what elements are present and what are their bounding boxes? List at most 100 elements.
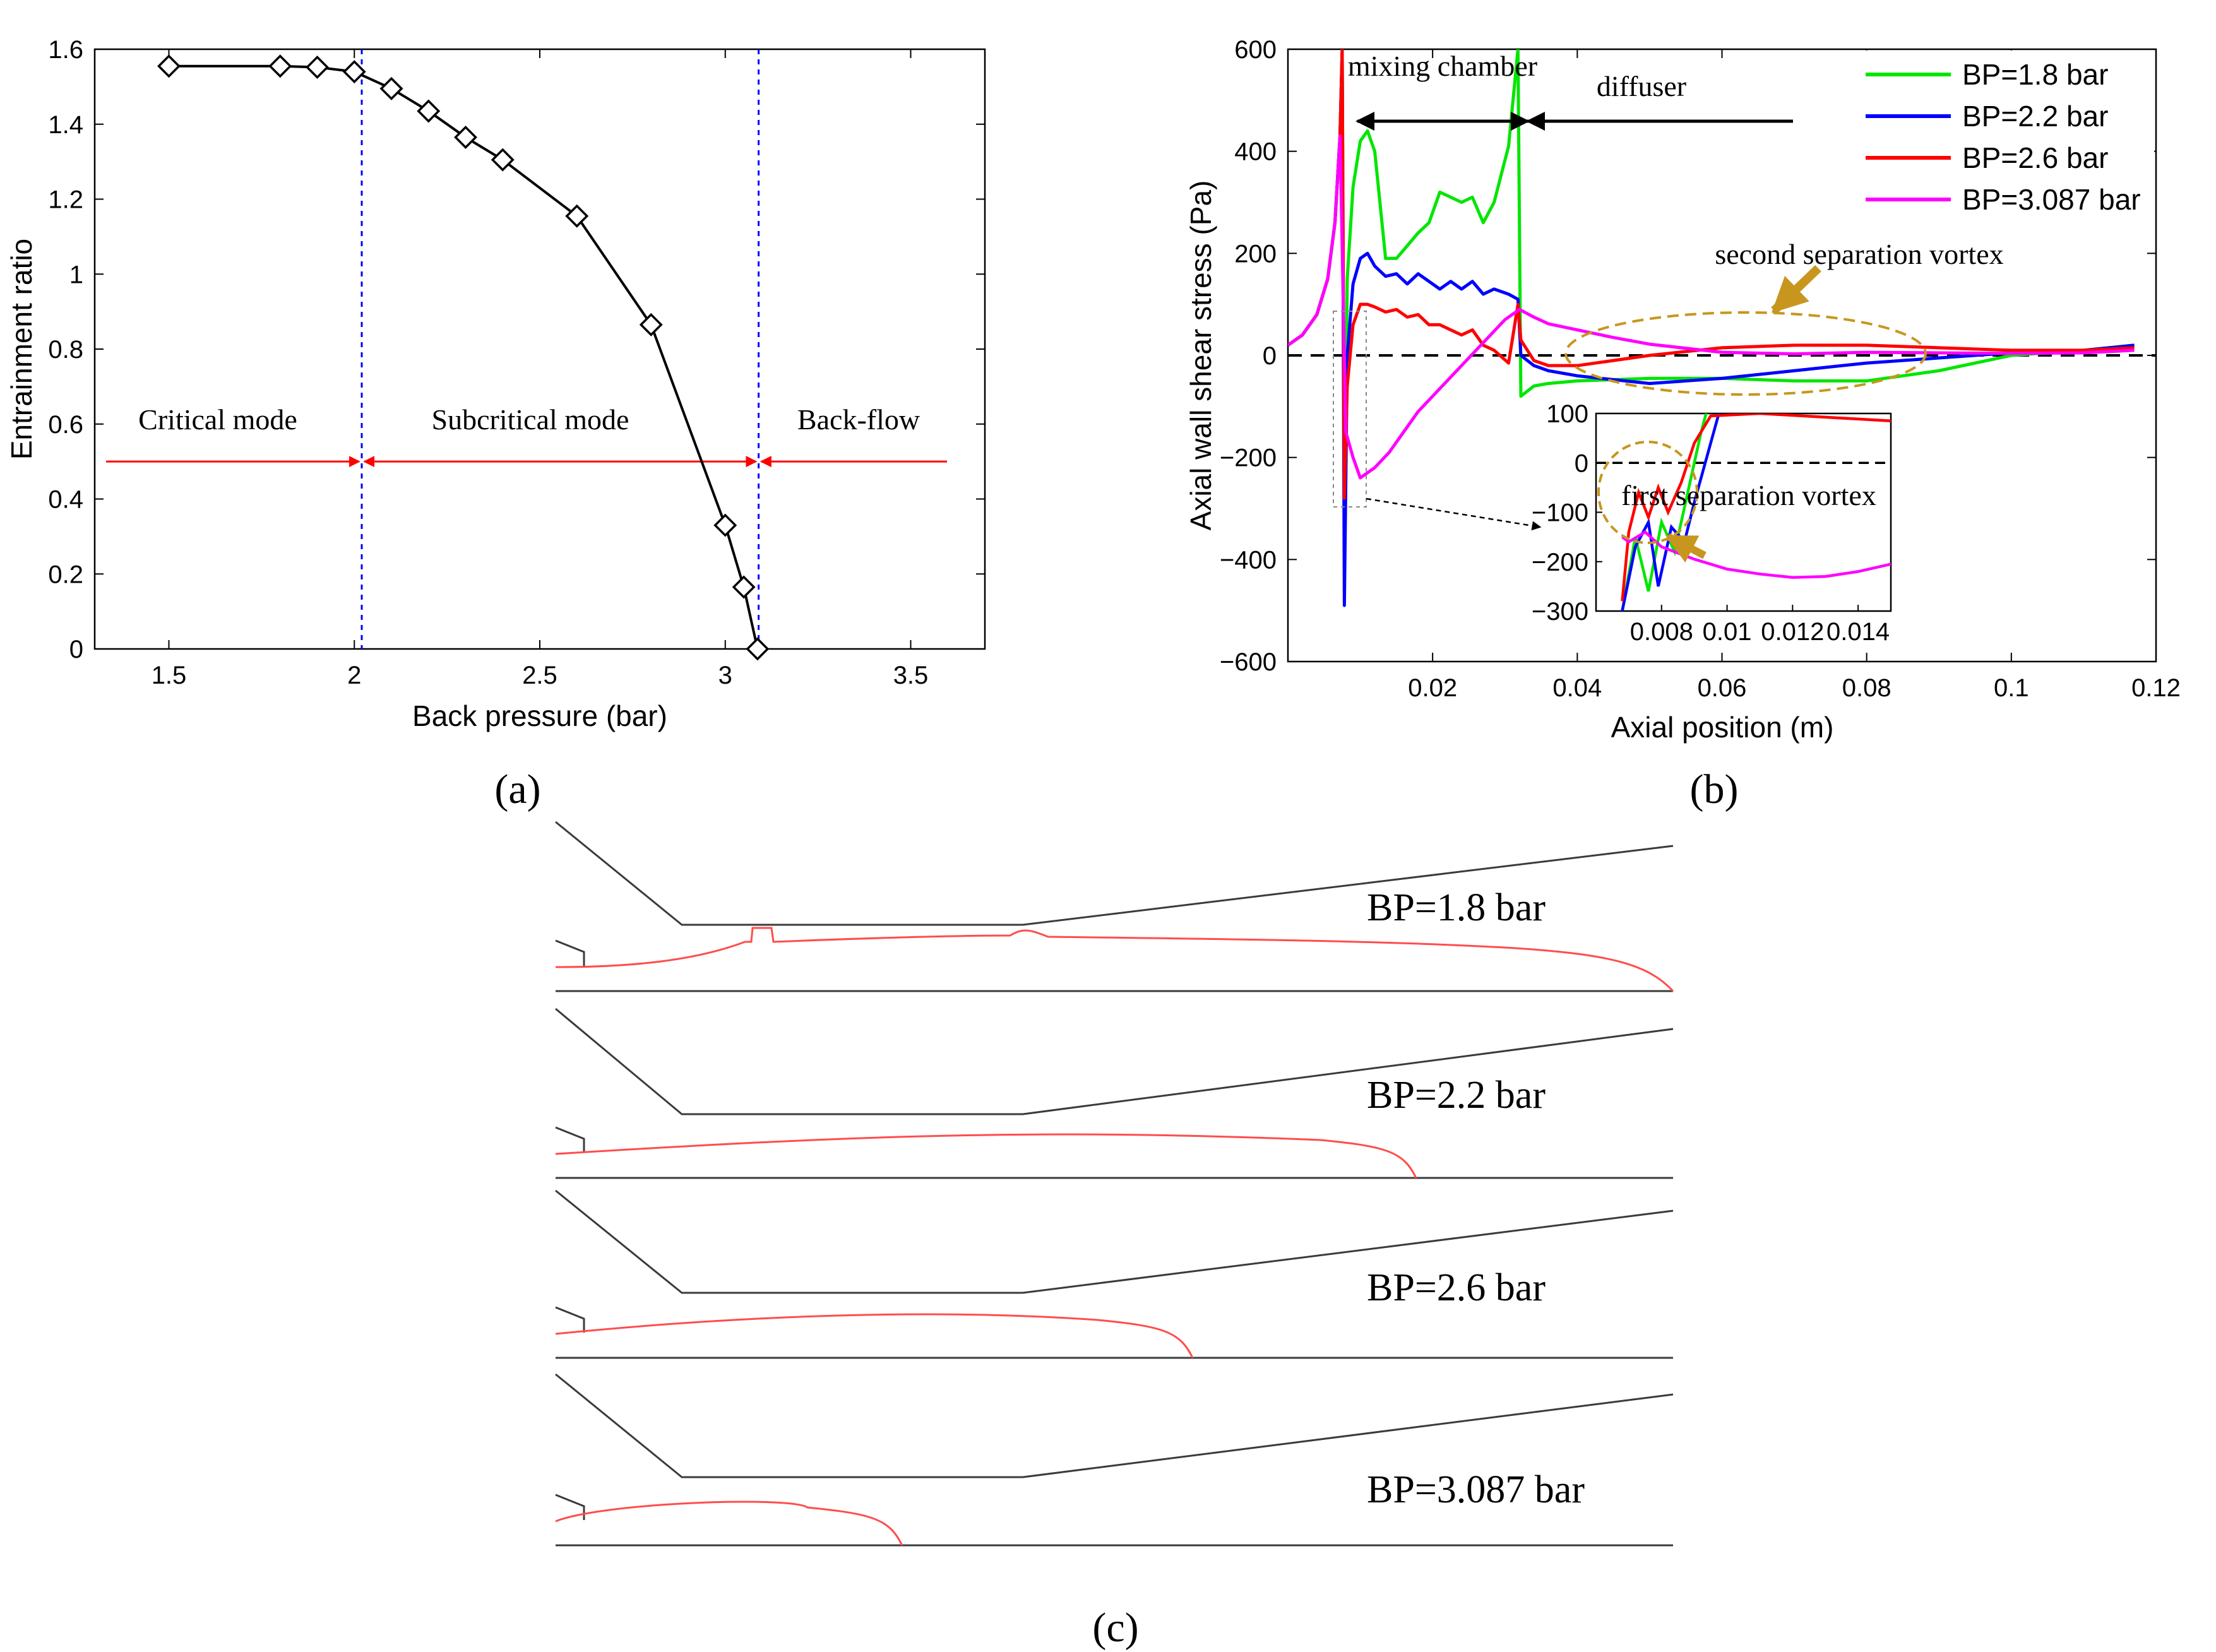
separation-line xyxy=(555,1500,903,1546)
panel-b-ylabel: Axial wall shear stress (Pa) xyxy=(1184,181,1217,531)
data-point-marker xyxy=(157,54,181,78)
panel-b-xlabel: Axial position (m) xyxy=(1611,711,1834,744)
inset-x-tick-label: 0.008 xyxy=(1630,618,1693,646)
x-tick-label: 0.04 xyxy=(1552,674,1602,702)
y-tick-label: 1.6 xyxy=(48,36,83,64)
y-tick-label: 0 xyxy=(69,636,83,663)
x-tick-label: 1.5 xyxy=(152,662,187,689)
annotation-subcritical-mode: Subcritical mode xyxy=(432,403,629,436)
inset-y-tick-label: −200 xyxy=(1532,549,1588,576)
data-point-marker xyxy=(732,575,756,599)
primary-nozzle-lip xyxy=(555,1126,585,1153)
mixing-chamber-text: mixing chamber xyxy=(1348,50,1537,82)
y-tick-label: 400 xyxy=(1234,138,1277,166)
panel-c-label: (c) xyxy=(1092,1605,1138,1651)
first-separation-vortex-arrow xyxy=(1665,533,1707,563)
panel-a-label: (a) xyxy=(494,766,540,812)
nozzle-case-3: BP=2.6 bar xyxy=(555,1189,1674,1359)
legend-label: BP=2.6 bar xyxy=(1962,141,2108,174)
legend-label: BP=1.8 bar xyxy=(1962,58,2108,91)
x-tick-label: 0.06 xyxy=(1698,674,1747,702)
x-tick-label: 0.1 xyxy=(1994,674,2029,702)
annotation-critical-mode: Critical mode xyxy=(138,403,297,436)
y-tick-label: 200 xyxy=(1234,240,1277,268)
second-separation-vortex-arrow xyxy=(1771,264,1821,314)
y-tick-label: 1.2 xyxy=(48,186,83,214)
inset-series-line xyxy=(1621,413,1891,602)
upper-wall xyxy=(555,1189,1674,1294)
panel-b-label: (b) xyxy=(1690,766,1739,812)
legend-box xyxy=(1862,51,2154,221)
y-tick-label: 1.4 xyxy=(48,111,83,139)
panel-b-legend: BP=1.8 bar BP=2.2 bar BP=2.6 bar BP=3.087 b… xyxy=(1862,51,2154,221)
primary-nozzle-lip xyxy=(555,1494,585,1520)
panel-b-series xyxy=(1288,49,2135,607)
x-tick-label: 2 xyxy=(347,662,361,689)
data-point-marker xyxy=(491,148,515,172)
inset-y-tick-label: 100 xyxy=(1546,400,1588,428)
first-separation-vortex-label: first separation vortex xyxy=(1621,479,1876,511)
data-point-marker xyxy=(342,60,366,84)
series-line-bp-3-087-bar xyxy=(1288,134,2135,480)
zoom-connector-arrow xyxy=(1366,497,1542,531)
mixing-chamber-label: mixing chamber xyxy=(1348,50,1537,82)
data-point-marker xyxy=(713,513,737,537)
inset-y-tick-label: 0 xyxy=(1575,449,1588,477)
inset-y-tick-label: −100 xyxy=(1532,499,1588,527)
data-point-marker xyxy=(379,76,403,100)
second-separation-vortex-ellipse xyxy=(1564,311,1927,396)
inset-y-tick-label: −300 xyxy=(1532,598,1588,626)
inset-axes: 0.008 0.01 0.012 0.014 −300 −200 −100 0 100 xyxy=(1532,400,1890,646)
data-point-marker xyxy=(306,56,329,79)
nozzle-case-4: BP=3.087 bar xyxy=(555,1373,1674,1547)
panel-a-xlabel: Back pressure (bar) xyxy=(412,699,667,732)
panel-b-axes: 0.02 0.04 0.06 0.08 0.1 0.12 −600 −400 −200 0 200 4… xyxy=(1220,36,2181,702)
x-tick-label: 3.5 xyxy=(893,662,929,689)
inset-x-tick-label: 0.01 xyxy=(1703,618,1752,646)
inset-series-line xyxy=(1621,413,1720,611)
panel-a-plot-area xyxy=(93,48,986,650)
y-tick-label: −600 xyxy=(1220,648,1277,676)
series-line-bp-2-6-bar xyxy=(1288,49,2135,500)
annotation-back-flow: Back-flow xyxy=(797,403,920,436)
y-tick-label: −200 xyxy=(1220,444,1277,472)
inset-x-tick-label: 0.012 xyxy=(1761,618,1824,646)
inset-series-line xyxy=(1621,530,1891,579)
y-tick-label: 600 xyxy=(1234,36,1277,64)
case-label: BP=2.2 bar xyxy=(1367,1074,1546,1117)
legend-label: BP=3.087 bar xyxy=(1962,183,2141,216)
panel-b-chart: 0.02 0.04 0.06 0.08 0.1 0.12 −600 −400 −200 0 200 4… xyxy=(1184,36,2181,812)
panel-a-chart: 1.5 2 2.5 3 3.5 0 0.2 0.4 0.6 0.8 1 1.2 1.4 1.6 Criti… xyxy=(5,36,986,812)
legend-label: BP=2.2 bar xyxy=(1962,100,2108,133)
panel-a-axes: 1.5 2 2.5 3 3.5 0 0.2 0.4 0.6 0.8 1 1.2 1.4 1.6 xyxy=(48,36,985,689)
separation-line xyxy=(555,927,1674,992)
inset-chart: 0.008 0.01 0.012 0.014 −300 −200 −100 0 100 firs… xyxy=(1532,400,1892,646)
first-separation-vortex-ellipse xyxy=(1597,441,1698,544)
data-point-marker xyxy=(454,126,477,150)
x-tick-label: 3 xyxy=(718,662,732,689)
x-tick-label: 2.5 xyxy=(522,662,557,689)
x-tick-label: 0.02 xyxy=(1408,674,1457,702)
entrainment-ratio-line xyxy=(169,64,759,650)
inset-x-tick-label: 0.014 xyxy=(1826,618,1890,646)
y-tick-label: 0.2 xyxy=(48,561,83,588)
x-tick-label: 0.08 xyxy=(1842,674,1891,702)
zoom-region-box xyxy=(1333,311,1367,508)
panel-a-series xyxy=(157,54,770,661)
diffuser-label: diffuser xyxy=(1597,70,1686,102)
nozzle-case-2: BP=2.2 bar xyxy=(555,1007,1674,1179)
primary-nozzle-lip xyxy=(555,939,585,966)
second-separation-vortex-label: second separation vortex xyxy=(1715,238,2003,270)
y-tick-label: −400 xyxy=(1220,546,1277,574)
panel-a-regime-lines xyxy=(360,49,760,649)
upper-wall xyxy=(555,821,1674,926)
upper-wall xyxy=(555,1007,1674,1115)
panel-c-diagram: BP=1.8 bar BP=2.2 bar BP=2.6 bar BP=3.087 b… xyxy=(555,821,1674,1547)
data-point-marker xyxy=(639,312,663,336)
y-tick-label: 0.6 xyxy=(48,411,83,439)
case-label: BP=3.087 bar xyxy=(1367,1468,1585,1511)
separation-line xyxy=(555,1313,1194,1358)
case-label: BP=2.6 bar xyxy=(1367,1266,1546,1309)
data-point-marker xyxy=(268,54,292,78)
